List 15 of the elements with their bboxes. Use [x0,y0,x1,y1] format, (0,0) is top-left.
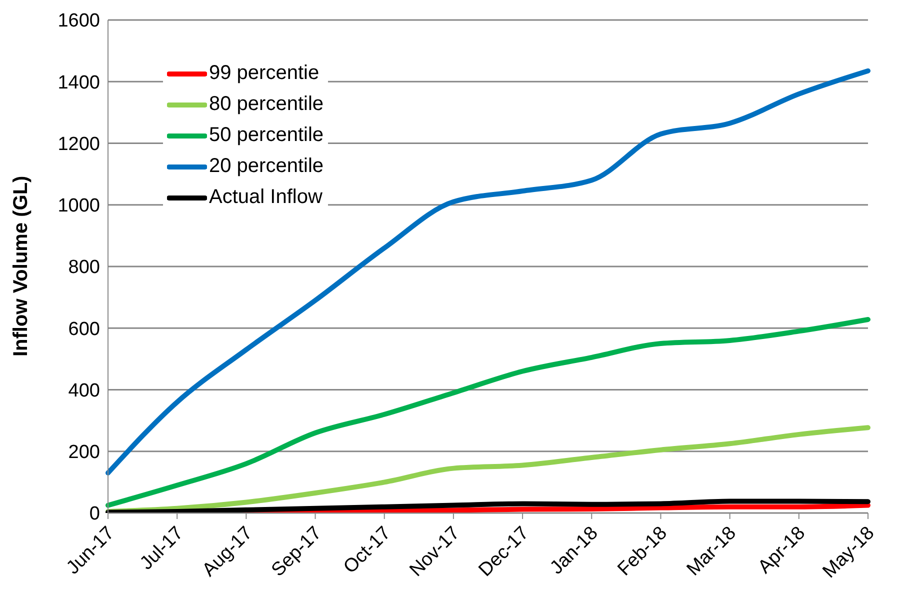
y-tick-label: 1400 [58,72,100,94]
y-tick-label: 200 [68,442,100,464]
y-tick-label: 400 [68,380,100,402]
y-tick-label: 800 [68,257,100,278]
y-tick-label: 600 [68,318,100,340]
legend-label: 50 percentile [209,124,324,147]
legend-label: 99 percentie [209,62,320,85]
y-tick-label: 0 [89,504,100,525]
legend-label: Actual Inflow [209,186,322,209]
y-axis-title: Inflow Volume (GL) [10,176,32,356]
legend-label: 20 percentile [209,155,324,178]
legend-label: 80 percentile [209,93,324,116]
y-tick-label: 1000 [58,196,100,217]
y-tick-label: 1200 [58,134,100,155]
y-tick-label: 1600 [58,10,100,32]
